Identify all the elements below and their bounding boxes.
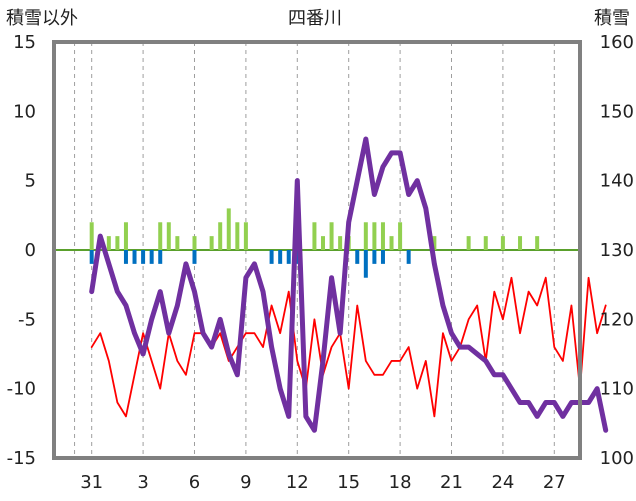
bar-mark — [363, 250, 368, 278]
x-tick-label: 31 — [80, 472, 103, 493]
x-tick-label: 18 — [389, 472, 412, 493]
bar-mark — [466, 236, 471, 250]
bar-mark — [295, 250, 300, 264]
bar-mark — [432, 236, 437, 250]
x-tick-label: 3 — [137, 472, 148, 493]
bar-mark — [89, 250, 94, 264]
bar-mark — [278, 250, 283, 264]
bar-mark — [158, 222, 163, 250]
y-left-tick-label: 0 — [25, 240, 36, 261]
bar-mark — [226, 208, 231, 250]
bar-mark — [483, 236, 488, 250]
bar-mark — [355, 250, 360, 264]
x-tick-label: 27 — [543, 472, 566, 493]
red-series-line — [90, 276, 607, 418]
y-right-tick-label: 160 — [600, 32, 634, 53]
y-right-tick-label: 120 — [600, 309, 634, 330]
bar-mark — [106, 236, 111, 250]
bar-mark — [192, 250, 197, 264]
bar-mark — [235, 222, 240, 250]
x-tick-label: 12 — [286, 472, 309, 493]
y-left-tick-label: 5 — [25, 171, 36, 192]
bar-mark — [380, 222, 385, 250]
bar-mark — [243, 222, 248, 250]
bar-mark — [398, 222, 403, 250]
bar-mark — [89, 222, 94, 250]
chart-title: 四番川 — [288, 8, 342, 29]
bar-mark — [312, 222, 317, 250]
bar-mark — [123, 222, 128, 250]
bar-mark — [372, 250, 377, 264]
x-tick-label: 24 — [491, 472, 514, 493]
y-left-tick-labels: 15 10 5 0 -5 -10 -15 — [7, 32, 36, 469]
bar-mark — [535, 236, 540, 250]
bar-series — [89, 208, 540, 278]
bar-mark — [123, 250, 128, 264]
y-right-tick-label: 110 — [600, 379, 634, 400]
bar-mark — [141, 250, 146, 264]
purple-series-line — [89, 136, 609, 433]
x-tick-labels: 31 3 6 9 12 15 18 21 24 27 — [80, 472, 566, 493]
y-right-tick-label: 130 — [600, 240, 634, 261]
bar-mark — [406, 250, 411, 264]
y-right-axis-label: 積雪 — [594, 8, 630, 29]
bar-mark — [286, 250, 291, 264]
bar-mark — [363, 222, 368, 250]
y-left-tick-label: -10 — [7, 379, 36, 400]
y-left-tick-label: 10 — [13, 101, 36, 122]
bar-mark — [389, 236, 394, 250]
bar-mark — [132, 250, 137, 264]
y-right-tick-labels: 160 150 140 130 120 110 100 — [600, 32, 634, 469]
plot-frame — [52, 40, 582, 460]
bar-mark — [269, 250, 274, 264]
y-left-tick-label: -15 — [7, 448, 36, 469]
y-left-tick-label: 15 — [13, 32, 36, 53]
bar-mark — [149, 250, 154, 264]
bar-mark — [166, 222, 171, 250]
bar-mark — [218, 222, 223, 250]
bar-mark — [380, 250, 385, 264]
bar-mark — [158, 250, 163, 264]
line-series — [89, 136, 609, 433]
y-right-tick-label: 150 — [600, 101, 634, 122]
bar-mark — [372, 222, 377, 250]
x-tick-label: 21 — [440, 472, 463, 493]
x-tick-label: 15 — [337, 472, 360, 493]
x-tick-label: 9 — [240, 472, 251, 493]
y-left-tick-label: -5 — [18, 309, 36, 330]
bar-mark — [209, 236, 214, 250]
x-tick-label: 6 — [189, 472, 200, 493]
bar-mark — [338, 236, 343, 250]
bar-mark — [518, 236, 523, 250]
bar-mark — [329, 222, 334, 250]
y-left-axis-label: 積雪以外 — [6, 8, 78, 29]
bar-mark — [115, 236, 120, 250]
bar-mark — [192, 236, 197, 250]
bar-mark — [500, 236, 505, 250]
bar-mark — [175, 236, 180, 250]
y-right-tick-label: 100 — [600, 448, 634, 469]
bar-mark — [320, 236, 325, 250]
y-right-tick-label: 140 — [600, 171, 634, 192]
